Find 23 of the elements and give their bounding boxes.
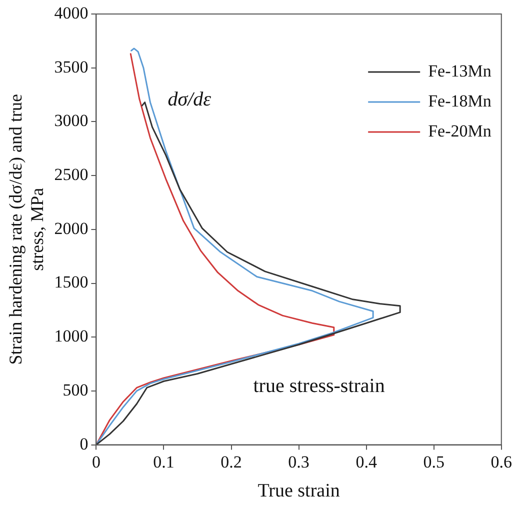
y-tick-label: 3000	[54, 111, 88, 130]
legend-label: Fe-20Mn	[428, 121, 492, 140]
x-tick-label: 0.6	[490, 452, 512, 472]
y-tick-label: 2500	[54, 165, 88, 184]
y-tick-label: 1500	[54, 272, 88, 292]
y-tick-label: 1000	[54, 326, 88, 346]
legend-label: Fe-13Mn	[428, 61, 492, 80]
annotation: true stress-strain	[253, 374, 385, 397]
y-tick-label: 2000	[54, 218, 88, 238]
x-tick-label: 0	[92, 452, 100, 472]
x-tick-label: 0.3	[288, 452, 310, 472]
y-tick-label: 3500	[54, 57, 88, 76]
annotation: dσ/dε	[168, 88, 212, 110]
x-tick-label: 0.1	[153, 452, 174, 472]
x-tick-label: 0.5	[423, 452, 444, 472]
x-tick-label: 0.4	[356, 452, 378, 472]
y-tick-label: 0	[80, 434, 88, 454]
y-axis-title: Strain hardening rate (dσ/dε) and true stress, MPa	[6, 94, 48, 365]
y-tick-label: 4000	[54, 3, 88, 22]
legend-label: Fe-18Mn	[428, 91, 492, 110]
x-tick-label: 0.2	[220, 452, 242, 472]
y-tick-label: 500	[62, 380, 88, 400]
x-axis-title: True strain	[258, 480, 340, 502]
